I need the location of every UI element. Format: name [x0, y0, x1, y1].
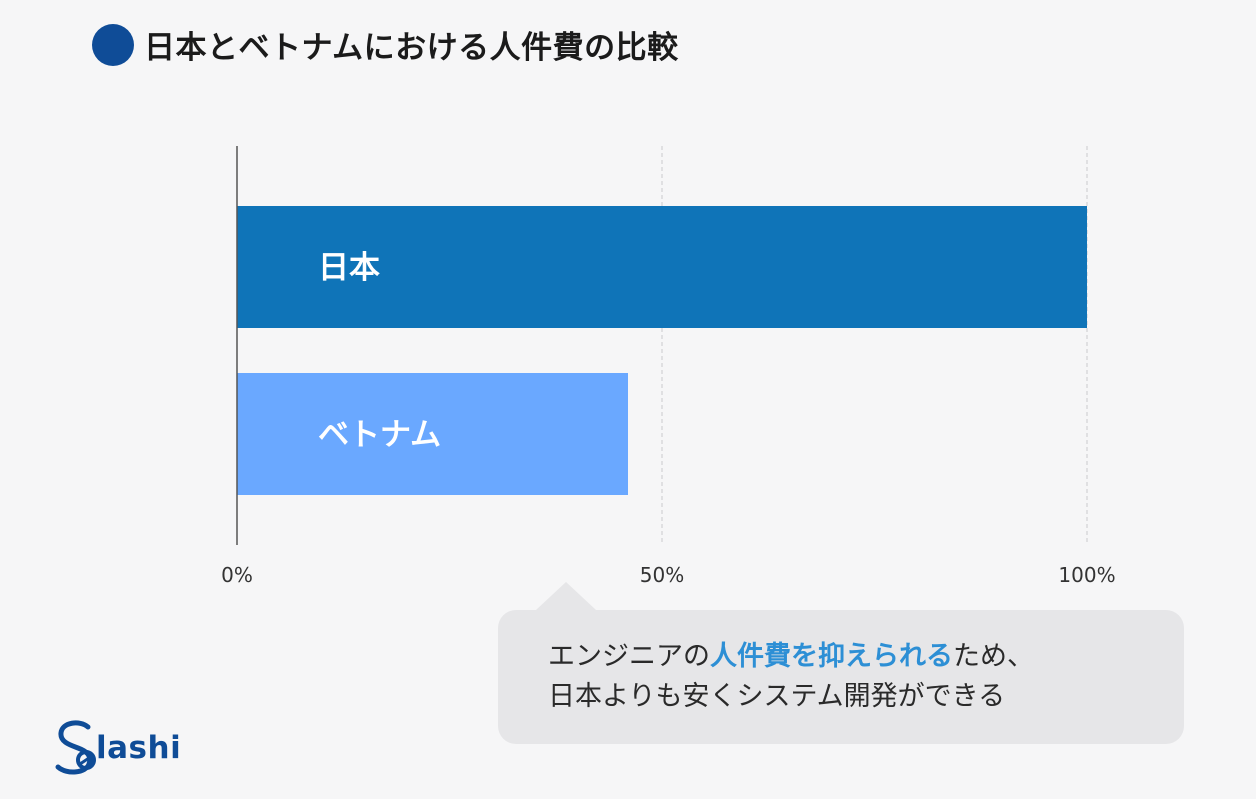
page-title: 日本とベトナムにおける人件費の比較	[144, 30, 679, 66]
title-bullet-icon	[92, 23, 134, 66]
bar-label: ベトナム	[318, 417, 441, 453]
bar	[237, 206, 1087, 328]
x-tick-label: 0%	[221, 563, 253, 587]
callout-line-1: エンジニアの人件費を抑えられるため、	[548, 637, 1034, 677]
bar-label: 日本	[318, 250, 380, 286]
callout-text: エンジニアの人件費を抑えられるため、 日本よりも安くシステム開発ができる	[548, 637, 1034, 717]
logo-s-icon	[55, 720, 96, 775]
callout-highlight: 人件費を抑えられる	[710, 641, 953, 672]
callout-line-2: 日本よりも安くシステム開発ができる	[548, 681, 1006, 712]
logo-text: lashi	[96, 730, 182, 766]
bar	[237, 373, 628, 495]
callout-line-1-after: ため、	[953, 641, 1034, 672]
callout-box: エンジニアの人件費を抑えられるため、 日本よりも安くシステム開発ができる	[498, 582, 1184, 744]
logo: lashi	[52, 718, 181, 778]
callout-line-1-before: エンジニアの	[548, 641, 710, 672]
x-tick-label: 100%	[1058, 563, 1115, 587]
x-tick-label: 50%	[640, 563, 684, 587]
header: 日本とベトナムにおける人件費の比較	[92, 22, 679, 67]
